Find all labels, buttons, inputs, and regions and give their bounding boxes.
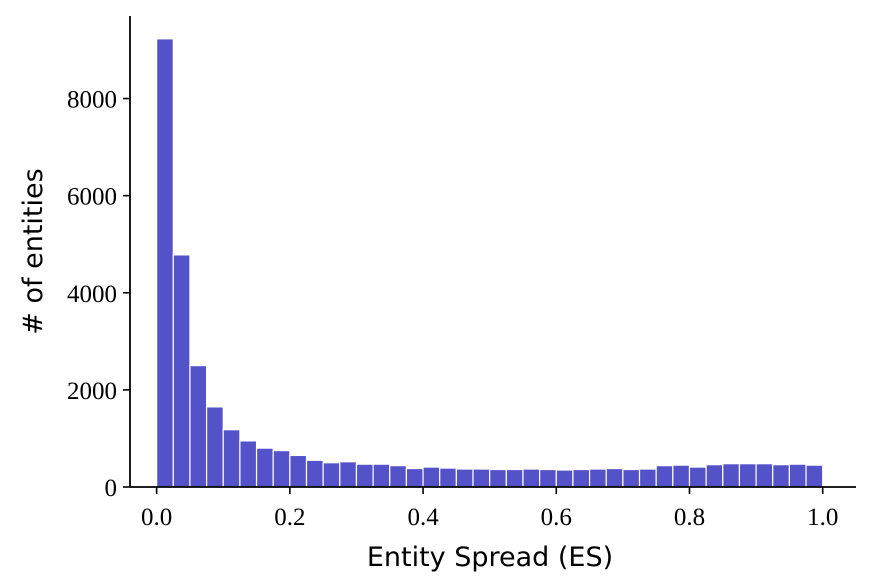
bar: [672, 464, 691, 488]
bar: [539, 468, 557, 488]
bar: [389, 465, 408, 488]
bar: [755, 463, 774, 488]
bar: [572, 468, 591, 488]
bar: [638, 468, 657, 488]
x-axis-title: Entity Spread (ES): [367, 542, 613, 573]
x-axis-ticks: 0.0 0.2 0.4 0.6 0.8 1.0: [141, 487, 838, 531]
y-axis-title: # of entities: [18, 168, 49, 334]
bar: [688, 466, 707, 488]
y-tick-label: 4000: [67, 281, 117, 308]
bar: [805, 464, 824, 488]
y-tick-label: 6000: [67, 184, 117, 211]
y-tick-label: 2000: [67, 378, 117, 405]
bar: [489, 468, 507, 488]
x-tick-label: 1.0: [807, 504, 838, 531]
bar: [239, 440, 258, 488]
bar: [705, 464, 724, 488]
bar: [156, 38, 174, 488]
bar: [455, 468, 474, 488]
bar: [322, 462, 341, 488]
bar: [722, 463, 741, 488]
bar: [439, 467, 457, 488]
bar: [405, 467, 424, 488]
bar: [622, 468, 641, 488]
bar: [355, 463, 374, 488]
bar: [372, 463, 391, 488]
bar: [172, 254, 191, 488]
bar: [505, 468, 524, 488]
x-tick-label: 0.8: [674, 504, 705, 531]
bar: [422, 466, 441, 488]
x-tick-label: 0.6: [541, 504, 572, 531]
bar: [588, 468, 607, 488]
bar: [772, 464, 790, 488]
x-tick-label: 0.2: [274, 504, 305, 531]
bar: [472, 468, 491, 488]
bar: [272, 449, 291, 488]
y-tick-label: 8000: [67, 87, 117, 114]
bar: [289, 454, 308, 488]
bar: [339, 461, 358, 488]
y-tick-label: 0: [105, 475, 118, 502]
x-tick-label: 0.4: [407, 504, 439, 531]
bar: [738, 463, 757, 488]
bar: [522, 468, 541, 488]
bar: [222, 429, 241, 488]
bar: [205, 406, 224, 488]
bar: [255, 447, 274, 488]
x-tick-label: 0.0: [141, 504, 172, 531]
bar: [305, 459, 324, 488]
bar: [605, 467, 624, 488]
y-axis-ticks: 0 2000 4000 6000 8000: [67, 87, 130, 502]
bar-series: [156, 38, 824, 488]
bar: [555, 469, 574, 488]
bar: [788, 463, 807, 488]
bar: [655, 465, 674, 488]
bar: [189, 365, 208, 488]
